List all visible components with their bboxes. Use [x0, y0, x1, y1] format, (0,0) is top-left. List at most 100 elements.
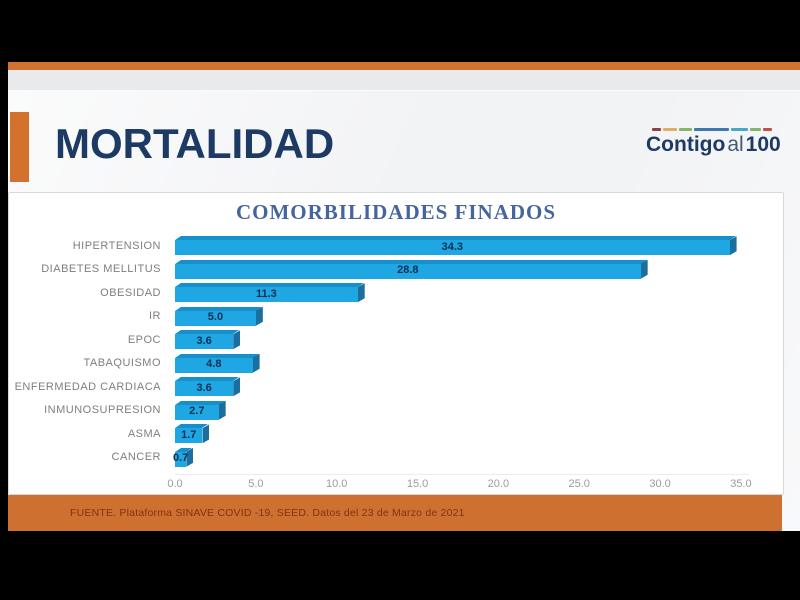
bar-row: OBESIDAD 11.3 [9, 281, 783, 305]
bar-track: 0.7 [173, 447, 749, 467]
bar-3d-top-face [175, 330, 240, 335]
category-label: TABAQUISMO [83, 357, 161, 370]
top-orange-strip [8, 62, 800, 70]
x-tick-label: 30.0 [649, 478, 671, 490]
bar-tabaquismo [175, 353, 260, 373]
bar-value-label: 2.7 [189, 405, 205, 418]
bar-3d-side-face [729, 236, 737, 256]
bar-track: 2.7 [175, 400, 749, 420]
bar-obesidad [175, 283, 365, 303]
bar-3d-side-face [357, 283, 365, 303]
bar-3d-side-face [186, 447, 194, 467]
bar-value-label: 3.6 [196, 334, 212, 347]
category-label: CANCER [111, 451, 161, 464]
bar-hipertension [175, 236, 737, 256]
logo-word-100: 100 [745, 133, 781, 156]
logo-color-segment [694, 128, 730, 131]
bar-value-label: 0.7 [173, 452, 189, 465]
contigo-al-100-logo: Contigoal100 [646, 128, 781, 156]
x-tick-label: 5.0 [248, 478, 264, 490]
category-label: EPOC [127, 333, 161, 346]
bar-row: HIPERTENSION 34.3 [9, 234, 783, 258]
bar-track: 3.6 [175, 330, 749, 350]
bar-3d-side-face [255, 306, 263, 326]
bar-3d-side-face [233, 377, 241, 397]
bar-value-label: 1.7 [181, 428, 197, 441]
bar-3d-top-face [175, 306, 262, 311]
bar-value-label: 4.8 [206, 358, 222, 371]
bar-3d-top-face [175, 353, 259, 358]
bar-track: 5.0 [175, 306, 749, 326]
category-label: HIPERTENSION [72, 239, 161, 252]
bar-inmunosupresion [175, 400, 226, 420]
logo-text: Contigoal100 [646, 133, 781, 156]
bar-value-label: 3.6 [196, 381, 212, 394]
chart-title: COMORBILIDADES FINADOS [235, 200, 557, 224]
x-tick-label: 35.0 [730, 478, 752, 490]
bar-3d-top-face [175, 236, 736, 241]
category-label: ASMA [127, 427, 161, 440]
bar-enfermedad-cardiaca [175, 377, 241, 397]
x-tick-label: 15.0 [406, 478, 429, 490]
bar-row: IR 5.0 [9, 305, 783, 329]
bar-3d-top-face [175, 259, 647, 264]
bar-row: ENFERMEDAD CARDIACA 3.6 [9, 375, 783, 399]
title-accent-block [10, 112, 29, 182]
bar-3d-top-face [175, 377, 240, 382]
presentation-slide: MORTALIDAD Contigoal100 COMORBILIDADES F… [8, 62, 800, 531]
logo-color-bar [652, 128, 772, 131]
bar-row: DIABETES MELLITUS 28.8 [9, 258, 783, 282]
x-tick-label: 25.0 [568, 478, 590, 490]
bar-row: EPOC 3.6 [9, 328, 783, 352]
bar-value-label: 28.8 [397, 264, 419, 277]
category-label: ENFERMEDAD CARDIACA [14, 380, 161, 393]
bar-track: 34.3 [175, 236, 749, 256]
bar-cancer [175, 447, 194, 467]
logo-color-segment [679, 128, 692, 131]
bar-3d-top-face [175, 400, 225, 405]
source-footer-band: FUENTE. Plataforma SINAVE COVID -19, SEE… [8, 495, 782, 531]
bar-diabetes-mellitus [175, 259, 648, 279]
header-gray-band [8, 70, 800, 91]
logo-color-segment [749, 128, 762, 131]
bar-track: 11.3 [175, 283, 749, 303]
x-tick-label: 0.0 [167, 478, 183, 490]
logo-color-segment [652, 128, 661, 131]
bar-row: INMUNOSUPRESION 2.7 [9, 399, 783, 423]
logo-color-segment [731, 128, 748, 131]
bar-3d-top-face [175, 424, 209, 429]
logo-color-segment [763, 128, 772, 131]
bar-track: 3.6 [175, 377, 749, 397]
bar-rows: HIPERTENSION 34.3 DIABETES MELLITUS 28.8 OBE… [9, 234, 783, 469]
bar-value-label: 11.3 [255, 287, 277, 300]
chart-panel: COMORBILIDADES FINADOS HIPERTENSION 34.3 D… [8, 192, 784, 495]
logo-word-al: al [727, 133, 744, 156]
bar-track: 28.8 [175, 259, 749, 279]
category-label: INMUNOSUPRESION [44, 404, 161, 417]
page-title: MORTALIDAD [55, 120, 335, 167]
x-tick-label: 10.0 [325, 478, 348, 490]
category-label: IR [149, 310, 161, 323]
bar-row: CANCER 0.7 [9, 446, 783, 470]
bar-value-label: 34.3 [441, 240, 464, 253]
x-axis: 0.0 5.0 10.0 15.0 20.0 25.0 30.0 35.0 [167, 474, 752, 490]
bar-3d-side-face [233, 330, 241, 350]
bar-track: 4.8 [175, 353, 749, 373]
bar-3d-side-face [640, 259, 648, 279]
source-footer-text: FUENTE. Plataforma SINAVE COVID -19, SEE… [70, 507, 465, 519]
bar-3d-side-face [252, 353, 260, 373]
bar-3d-side-face [202, 424, 210, 444]
category-label: DIABETES MELLITUS [41, 263, 161, 276]
bar-row: ASMA 1.7 [9, 422, 783, 446]
x-tick-label: 20.0 [487, 478, 510, 490]
logo-color-segment [662, 128, 678, 131]
logo-word-contigo: Contigo [646, 133, 726, 156]
category-label: OBESIDAD [100, 286, 161, 299]
bar-3d-side-face [218, 400, 226, 420]
bar-asma [175, 424, 210, 444]
bar-value-label: 5.0 [207, 311, 224, 324]
bar-track: 1.7 [175, 424, 749, 444]
bar-3d-top-face [175, 283, 364, 288]
bar-epoc [175, 330, 241, 350]
bar-ir [175, 306, 263, 326]
